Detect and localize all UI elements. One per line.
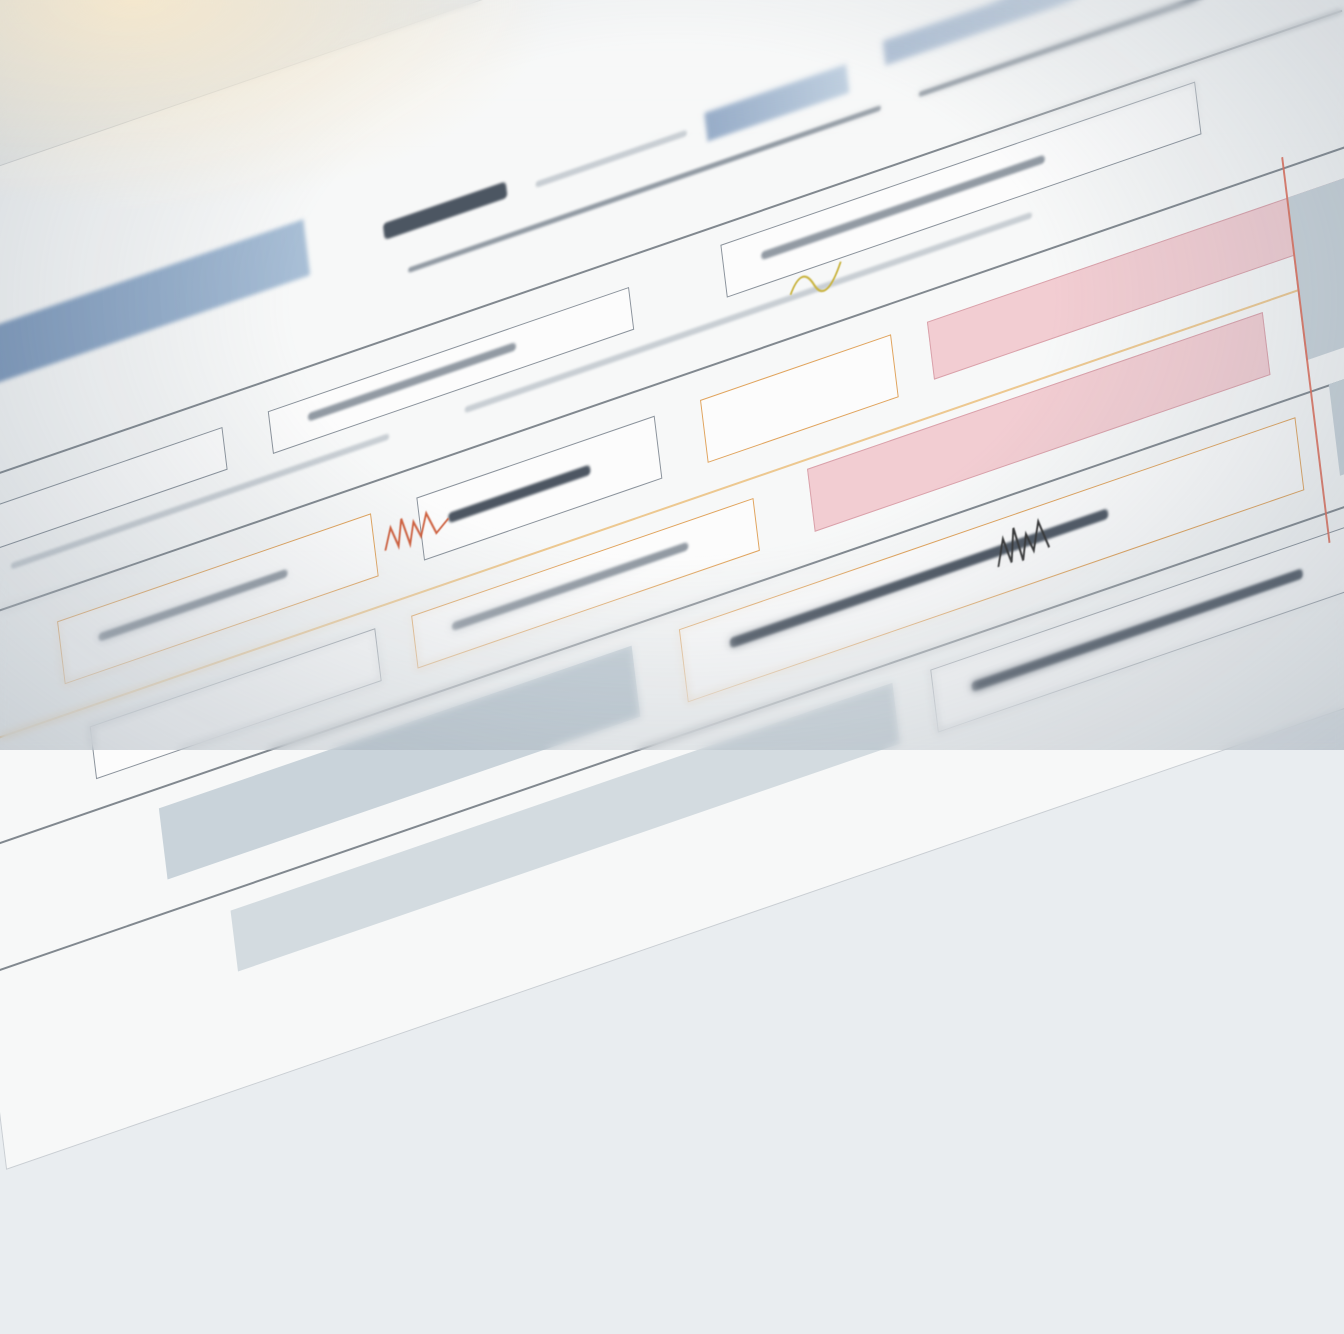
perspective-document-scene	[0, 0, 1344, 1170]
